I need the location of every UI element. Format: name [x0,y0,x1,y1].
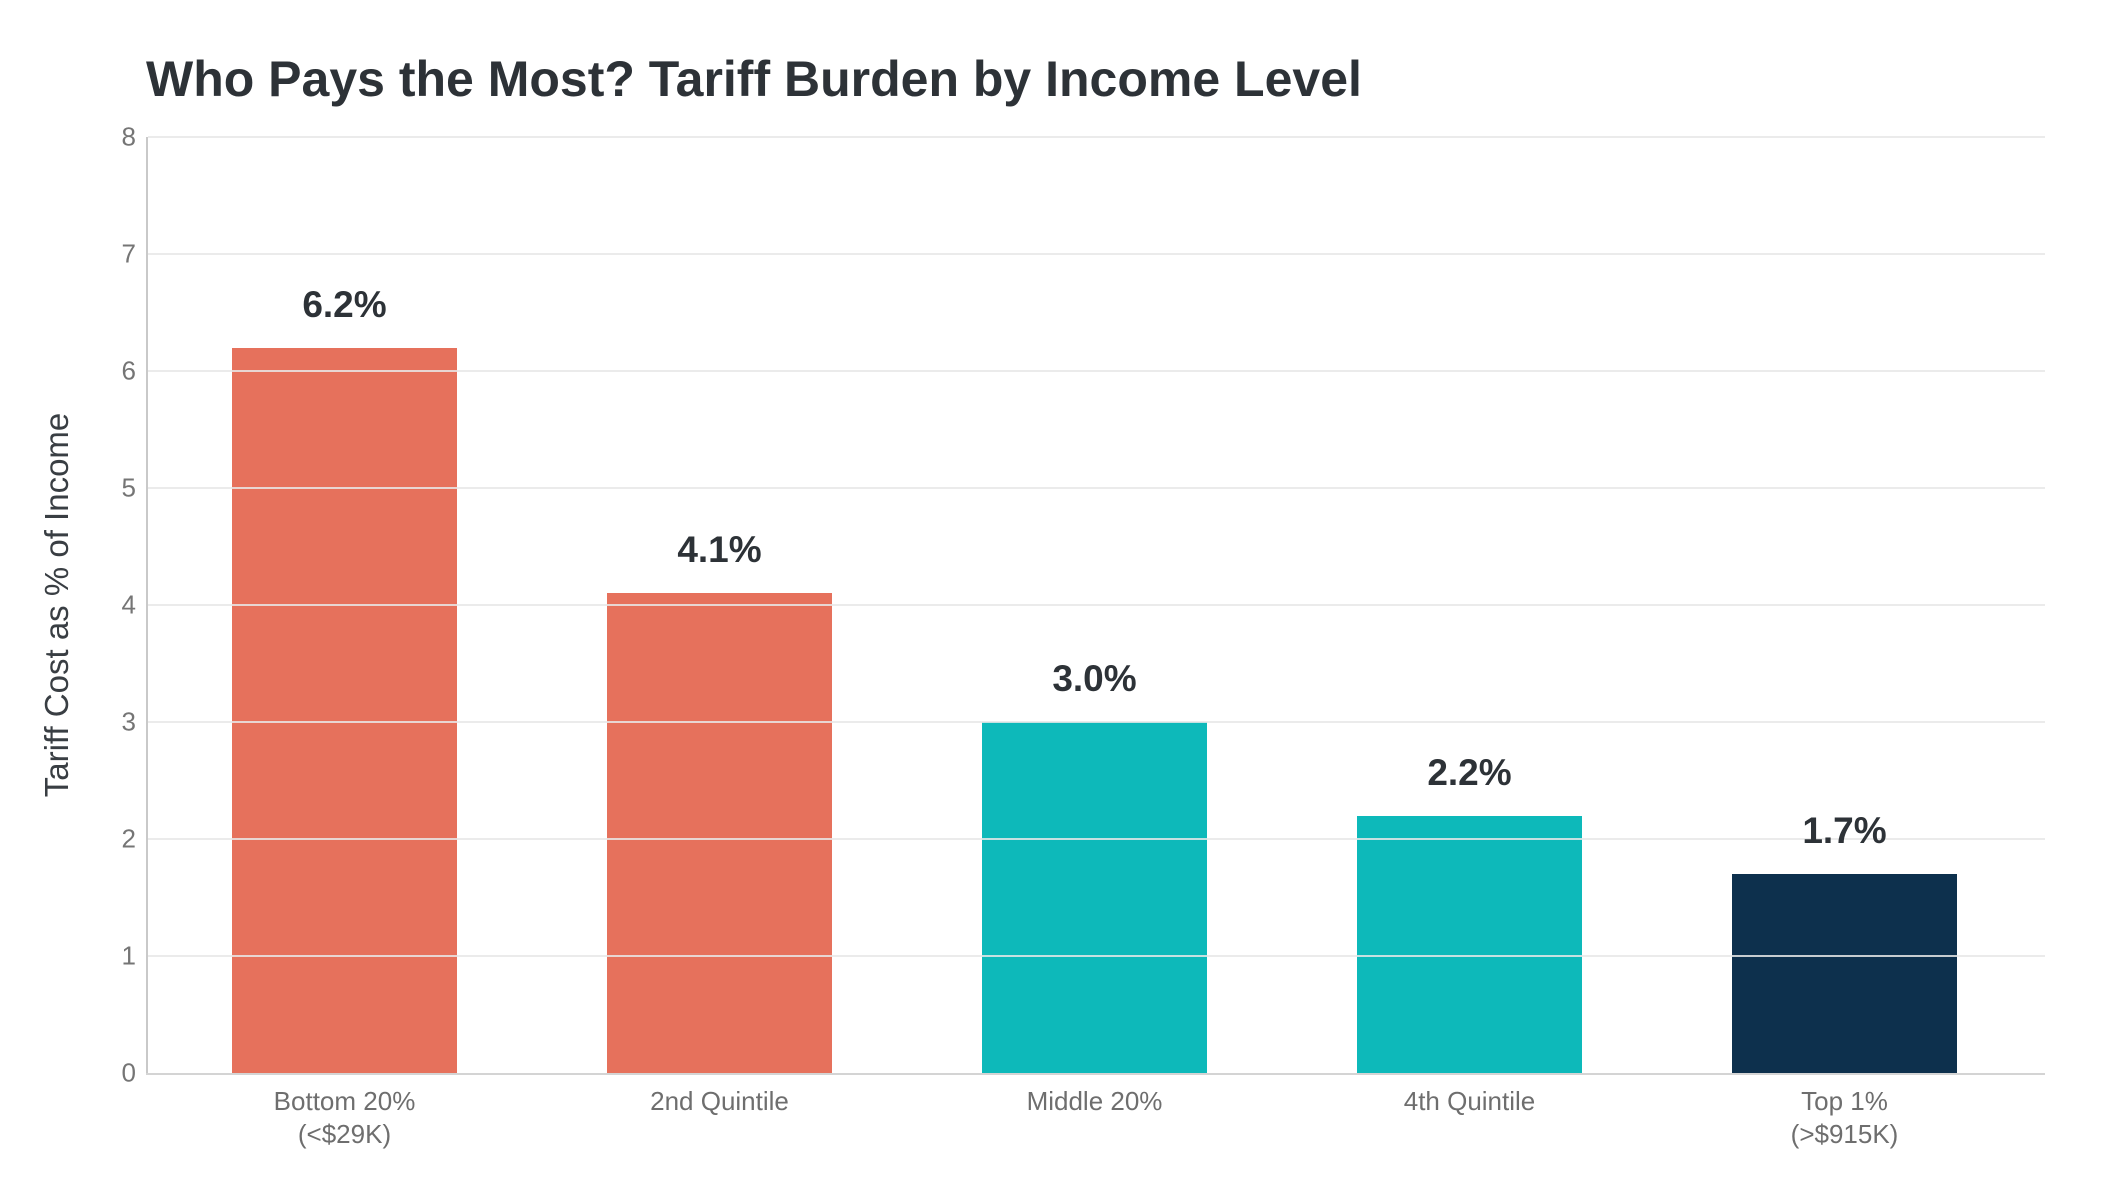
bar-value-label-3: 3.0% [1052,658,1137,699]
y-tick-label-3: 3 [121,706,136,737]
gridline-y-4 [148,604,2045,606]
bar-1 [232,347,457,1073]
x-tick-label-5: Top 1% (>$915K) [1790,1086,1899,1149]
bar-value-label-4: 2.2% [1427,751,1512,793]
x-tick-label-3: Middle 20% [1026,1086,1163,1116]
bar-value-label-2: 4.1% [677,529,762,571]
y-tick-label-1: 1 [121,940,136,971]
x-tick-label-2: 2nd Quintile [650,1086,789,1116]
bar-2 [607,593,832,1073]
y-tick-label-4: 4 [121,589,136,620]
bar-4 [1357,815,1582,1073]
chart-title: Who Pays the Most? Tariff Burden by Inco… [146,51,1362,107]
y-tick-label-2: 2 [121,823,136,854]
bar-3 [982,722,1207,1073]
x-tick-label-4: 4th Quintile [1403,1086,1536,1116]
y-tick-label-7: 7 [121,238,136,269]
bar-5 [1732,874,1957,1073]
gridline-y-2 [148,838,2045,840]
gridline-y-8 [148,136,2045,138]
bar-value-label-1: 6.2% [302,283,387,325]
x-tick-label-1: Bottom 20% (<$29K) [273,1086,416,1149]
gridline-y-3 [148,721,2045,723]
gridline-y-1 [148,955,2045,957]
gridline-y-7 [148,253,2045,255]
bar-value-label-5: 1.7% [1802,810,1887,852]
y-tick-label-0: 0 [121,1057,136,1088]
y-tick-label-5: 5 [121,472,136,503]
plot-area: 0 1 2 3 4 5 6 7 8 6.2% Bottom 20% (<$29K) 4.1% 2nd Q… [122,122,2045,1149]
y-axis-title: Tariff Cost as % of Income [38,412,75,798]
x-axis-line [146,1073,2045,1075]
y-axis-line [146,137,148,1073]
gridline-y-5 [148,487,2045,489]
y-tick-label-8: 8 [121,121,136,152]
y-tick-label-6: 6 [121,355,136,386]
gridline-y-6 [148,370,2045,372]
